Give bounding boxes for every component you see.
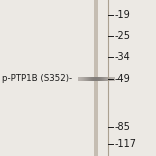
- FancyBboxPatch shape: [94, 0, 98, 156]
- Text: -34: -34: [115, 52, 130, 62]
- Text: p-PTP1B (S352)-: p-PTP1B (S352)-: [2, 74, 72, 83]
- Text: -25: -25: [115, 31, 131, 41]
- Text: -85: -85: [115, 122, 131, 132]
- Text: -49: -49: [115, 74, 130, 84]
- Text: -117: -117: [115, 139, 137, 149]
- Text: -19: -19: [115, 10, 130, 20]
